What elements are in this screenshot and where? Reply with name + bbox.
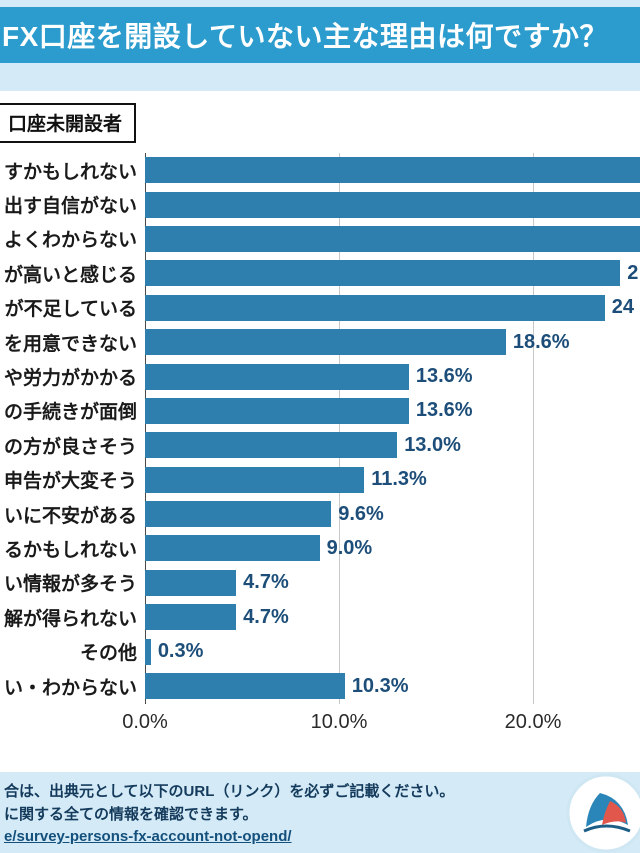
- grid-layer: [0, 153, 640, 704]
- footer-note-line1: 合は、出典元として以下のURL（リンク）を必ずご記載ください。: [4, 783, 455, 800]
- value-label: 24: [611, 296, 635, 319]
- bar: [145, 432, 398, 459]
- bar: [145, 638, 151, 665]
- gridline: [339, 153, 340, 704]
- chart-title: FX口座を開設していない主な理由は何ですか？: [2, 21, 608, 52]
- x-tick: 10.0%: [310, 711, 368, 734]
- category-label: い情報が多そう: [3, 574, 137, 596]
- bar-rows: すかもしれない 出す自信がない よくわからない が高いと感じる 2 が不足してい…: [0, 153, 640, 703]
- title-bar: FX口座を開設していない主な理由は何ですか？: [0, 7, 640, 63]
- bar: [145, 225, 640, 252]
- bar: [145, 466, 365, 493]
- value-label: 10.3%: [351, 674, 409, 697]
- category-label: いに不安がある: [3, 505, 137, 527]
- bar-track: 13.6%: [145, 394, 640, 428]
- category-label: 解が得られない: [3, 608, 137, 630]
- category-label: い・わからない: [3, 677, 137, 699]
- bar-row: が高いと感じる 2: [0, 256, 640, 290]
- bar-row: るかもしれない 9.0%: [0, 531, 640, 565]
- bar-track: 13.6%: [145, 359, 640, 393]
- category-label: の手続きが面倒: [3, 402, 137, 424]
- value-label: 18.6%: [512, 330, 570, 353]
- respondent-box: 口座未開設者: [0, 103, 137, 143]
- bar-row: 出す自信がない: [0, 187, 640, 221]
- bar: [145, 569, 237, 596]
- bar-row: の方が良さそう 13.0%: [0, 428, 640, 462]
- bar-track: 0.3%: [145, 634, 640, 668]
- category-label: 出す自信がない: [3, 196, 137, 218]
- bar-chart: すかもしれない 出す自信がない よくわからない が高いと感じる 2 が不足してい…: [0, 153, 640, 741]
- bar-track: 10.3%: [145, 669, 640, 703]
- bar-track: 11.3%: [145, 463, 640, 497]
- value-label: 13.0%: [404, 433, 461, 456]
- category-label: 申告が大変そう: [3, 471, 137, 493]
- bar-row: い情報が多そう 4.7%: [0, 566, 640, 600]
- header-band: FX口座を開設していない主な理由は何ですか？: [0, 0, 640, 91]
- x-axis: 0.0% 10.0% 20.0%: [0, 709, 640, 741]
- bar-row: が不足している 24: [0, 291, 640, 325]
- category-label: その他: [79, 643, 137, 665]
- category-label: が不足している: [4, 299, 137, 321]
- bar-track: 18.6%: [145, 325, 640, 359]
- bar: [145, 397, 409, 424]
- bar-track: 9.6%: [145, 497, 640, 531]
- category-label: るかもしれない: [3, 539, 137, 561]
- category-label: の方が良さそう: [3, 436, 137, 458]
- bar: [145, 191, 640, 218]
- footer: 合は、出典元として以下のURL（リンク）を必ずご記載ください。 に関する全ての情…: [0, 772, 640, 853]
- value-label: 11.3%: [371, 468, 427, 491]
- bar-row: や労力がかかる 13.6%: [0, 359, 640, 393]
- category-label: すかもしれない: [3, 161, 137, 183]
- bar-track: 4.7%: [145, 600, 640, 634]
- value-label: 13.6%: [415, 399, 473, 422]
- bar-track: 2: [145, 256, 640, 290]
- value-label: 9.0%: [326, 536, 373, 559]
- category-label: や労力がかかる: [3, 368, 137, 390]
- bar-track: 9.0%: [145, 531, 640, 565]
- bar-row: 申告が大変そう 11.3%: [0, 463, 640, 497]
- bar-track: 4.7%: [145, 566, 640, 600]
- category-label: を用意できない: [3, 333, 137, 355]
- brand-logo-icon: [566, 773, 640, 852]
- bar-row: い・わからない 10.3%: [0, 669, 640, 703]
- value-label: 4.7%: [243, 605, 289, 628]
- gridline: [533, 153, 534, 704]
- category-label: が高いと感じる: [3, 264, 137, 286]
- bar-track: [145, 222, 640, 256]
- x-tick: 0.0%: [122, 711, 168, 734]
- bar-row: 解が得られない 4.7%: [0, 600, 640, 634]
- bar-row: を用意できない 18.6%: [0, 325, 640, 359]
- x-tick: 20.0%: [504, 711, 562, 734]
- bar-row: すかもしれない: [0, 153, 640, 187]
- bar-row: の手続きが面倒 13.6%: [0, 394, 640, 428]
- bar-track: 24: [145, 291, 640, 325]
- value-label: 9.6%: [338, 502, 384, 525]
- category-label: よくわからない: [3, 230, 137, 252]
- y-axis-line: [145, 153, 146, 704]
- bar-row: よくわからない: [0, 222, 640, 256]
- bar-row: その他 0.3%: [0, 634, 640, 668]
- value-label: 2: [627, 261, 639, 284]
- footer-note-line2: に関する全ての情報を確認できます。: [4, 805, 258, 823]
- bar: [145, 604, 237, 631]
- bar: [145, 329, 506, 356]
- bar: [145, 260, 621, 287]
- bar-row: いに不安がある 9.6%: [0, 497, 640, 531]
- bar: [145, 535, 320, 562]
- bar-track: 13.0%: [145, 428, 640, 462]
- value-label: 13.6%: [415, 365, 473, 388]
- bar: [145, 363, 409, 390]
- bar: [145, 157, 640, 184]
- value-label: 0.3%: [157, 640, 204, 663]
- bar-track: [145, 187, 640, 221]
- source-link[interactable]: e/survey-persons-fx-account-not-opend/: [4, 828, 292, 845]
- bar-track: [145, 153, 640, 187]
- bar: [145, 294, 605, 321]
- bar: [145, 673, 345, 700]
- bar: [145, 501, 332, 528]
- value-label: 4.7%: [243, 571, 289, 594]
